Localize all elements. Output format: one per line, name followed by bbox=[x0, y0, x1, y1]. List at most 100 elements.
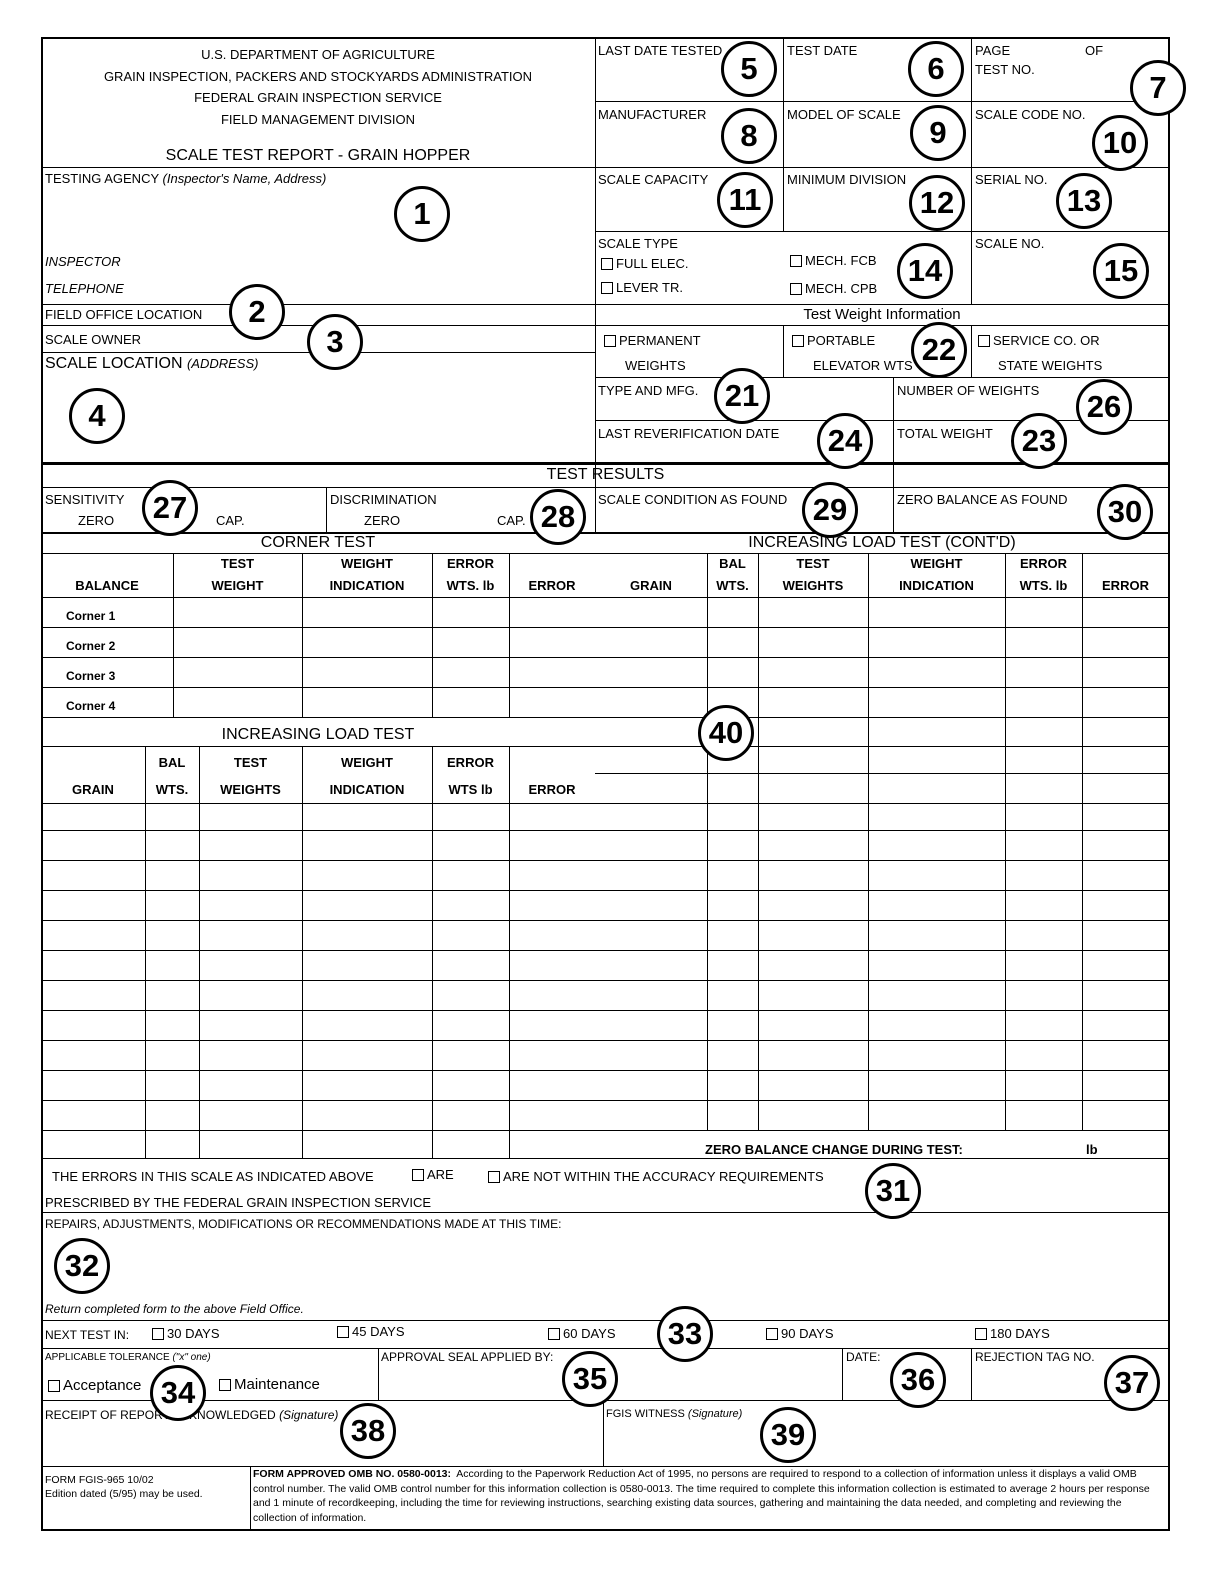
table-cell[interactable] bbox=[868, 627, 1005, 657]
table-cell[interactable] bbox=[41, 803, 145, 830]
table-cell[interactable] bbox=[509, 860, 595, 890]
table-cell[interactable] bbox=[595, 860, 707, 890]
table-cell[interactable] bbox=[758, 980, 868, 1010]
acceptance-checkbox[interactable]: Acceptance bbox=[48, 1378, 141, 1393]
table-cell[interactable] bbox=[1005, 746, 1082, 773]
table-cell[interactable] bbox=[302, 1010, 432, 1040]
table-cell[interactable] bbox=[432, 597, 509, 627]
table-cell[interactable] bbox=[1082, 950, 1169, 980]
table-cell[interactable] bbox=[707, 803, 758, 830]
table-cell[interactable] bbox=[1005, 627, 1082, 657]
next-test-180-checkbox[interactable]: 180 DAYS bbox=[975, 1327, 1050, 1340]
table-cell[interactable] bbox=[758, 860, 868, 890]
table-cell[interactable] bbox=[758, 830, 868, 860]
table-cell[interactable] bbox=[145, 830, 199, 860]
table-cell[interactable] bbox=[145, 1070, 199, 1100]
table-cell[interactable] bbox=[509, 657, 595, 687]
next-test-90-checkbox[interactable]: 90 DAYS bbox=[766, 1327, 834, 1340]
table-cell[interactable] bbox=[199, 860, 302, 890]
table-cell[interactable] bbox=[868, 657, 1005, 687]
table-cell[interactable] bbox=[432, 1100, 509, 1130]
table-cell[interactable] bbox=[868, 830, 1005, 860]
table-cell[interactable] bbox=[758, 657, 868, 687]
table-cell[interactable] bbox=[302, 920, 432, 950]
table-cell[interactable] bbox=[707, 830, 758, 860]
table-cell[interactable] bbox=[1005, 803, 1082, 830]
table-cell[interactable] bbox=[868, 1070, 1005, 1100]
table-cell[interactable] bbox=[868, 890, 1005, 920]
table-cell[interactable] bbox=[302, 687, 432, 717]
table-cell[interactable] bbox=[199, 1130, 302, 1158]
full-elec-checkbox[interactable]: FULL ELEC. bbox=[601, 257, 689, 270]
table-cell[interactable] bbox=[595, 1070, 707, 1100]
table-cell[interactable] bbox=[1005, 597, 1082, 627]
table-cell[interactable] bbox=[1005, 657, 1082, 687]
table-cell[interactable] bbox=[707, 1100, 758, 1130]
table-cell[interactable] bbox=[199, 950, 302, 980]
table-cell[interactable] bbox=[707, 627, 758, 657]
table-cell[interactable] bbox=[432, 1130, 509, 1158]
table-cell[interactable] bbox=[758, 627, 868, 657]
table-cell[interactable] bbox=[595, 920, 707, 950]
table-cell[interactable] bbox=[1082, 627, 1169, 657]
table-cell[interactable] bbox=[302, 830, 432, 860]
table-cell[interactable] bbox=[509, 803, 595, 830]
table-cell[interactable] bbox=[302, 1040, 432, 1070]
table-cell[interactable] bbox=[199, 920, 302, 950]
table-cell[interactable] bbox=[1005, 1040, 1082, 1070]
table-cell[interactable] bbox=[595, 830, 707, 860]
table-cell[interactable] bbox=[432, 657, 509, 687]
table-cell[interactable] bbox=[707, 890, 758, 920]
table-cell[interactable] bbox=[173, 687, 302, 717]
table-cell[interactable] bbox=[707, 1010, 758, 1040]
table-cell[interactable] bbox=[432, 1040, 509, 1070]
table-cell[interactable] bbox=[432, 980, 509, 1010]
next-test-30-checkbox[interactable]: 30 DAYS bbox=[152, 1327, 220, 1340]
table-cell[interactable] bbox=[1082, 1040, 1169, 1070]
maintenance-checkbox[interactable]: Maintenance bbox=[219, 1377, 320, 1392]
table-cell[interactable] bbox=[41, 920, 145, 950]
table-cell[interactable] bbox=[1005, 1010, 1082, 1040]
table-cell[interactable] bbox=[432, 950, 509, 980]
table-cell[interactable] bbox=[199, 890, 302, 920]
table-cell[interactable] bbox=[1005, 980, 1082, 1010]
table-cell[interactable] bbox=[595, 687, 707, 717]
table-cell[interactable] bbox=[509, 1070, 595, 1100]
table-cell[interactable] bbox=[868, 717, 1005, 746]
table-cell[interactable] bbox=[1005, 830, 1082, 860]
table-cell[interactable] bbox=[1082, 687, 1169, 717]
table-cell[interactable] bbox=[509, 687, 595, 717]
table-cell[interactable] bbox=[595, 717, 707, 746]
table-cell[interactable] bbox=[302, 597, 432, 627]
table-cell[interactable] bbox=[595, 1040, 707, 1070]
table-cell[interactable] bbox=[1082, 803, 1169, 830]
table-cell[interactable] bbox=[758, 746, 868, 773]
table-cell[interactable] bbox=[145, 1040, 199, 1070]
table-cell[interactable] bbox=[302, 657, 432, 687]
table-cell[interactable] bbox=[868, 860, 1005, 890]
table-cell[interactable] bbox=[199, 980, 302, 1010]
table-cell[interactable] bbox=[758, 773, 868, 803]
table-cell[interactable] bbox=[595, 950, 707, 980]
table-cell[interactable] bbox=[868, 1010, 1005, 1040]
table-cell[interactable] bbox=[707, 860, 758, 890]
table-cell[interactable] bbox=[758, 1040, 868, 1070]
table-cell[interactable] bbox=[868, 803, 1005, 830]
table-cell[interactable] bbox=[1005, 717, 1082, 746]
table-cell[interactable] bbox=[432, 830, 509, 860]
table-cell[interactable] bbox=[432, 920, 509, 950]
table-cell[interactable] bbox=[595, 1010, 707, 1040]
table-cell[interactable] bbox=[41, 980, 145, 1010]
table-cell[interactable] bbox=[1082, 830, 1169, 860]
table-cell[interactable] bbox=[1005, 890, 1082, 920]
table-cell[interactable] bbox=[595, 1100, 707, 1130]
table-cell[interactable] bbox=[868, 597, 1005, 627]
table-cell[interactable] bbox=[868, 950, 1005, 980]
mech-cpb-checkbox[interactable]: MECH. CPB bbox=[790, 282, 877, 295]
are-not-checkbox[interactable]: ARE NOT WITHIN THE ACCURACY REQUIREMENTS bbox=[488, 1170, 824, 1183]
table-cell[interactable] bbox=[758, 1070, 868, 1100]
permanent-weights-checkbox[interactable]: PERMANENT bbox=[604, 334, 701, 347]
table-cell[interactable] bbox=[868, 1100, 1005, 1130]
table-cell[interactable] bbox=[1082, 890, 1169, 920]
table-cell[interactable] bbox=[1082, 597, 1169, 627]
